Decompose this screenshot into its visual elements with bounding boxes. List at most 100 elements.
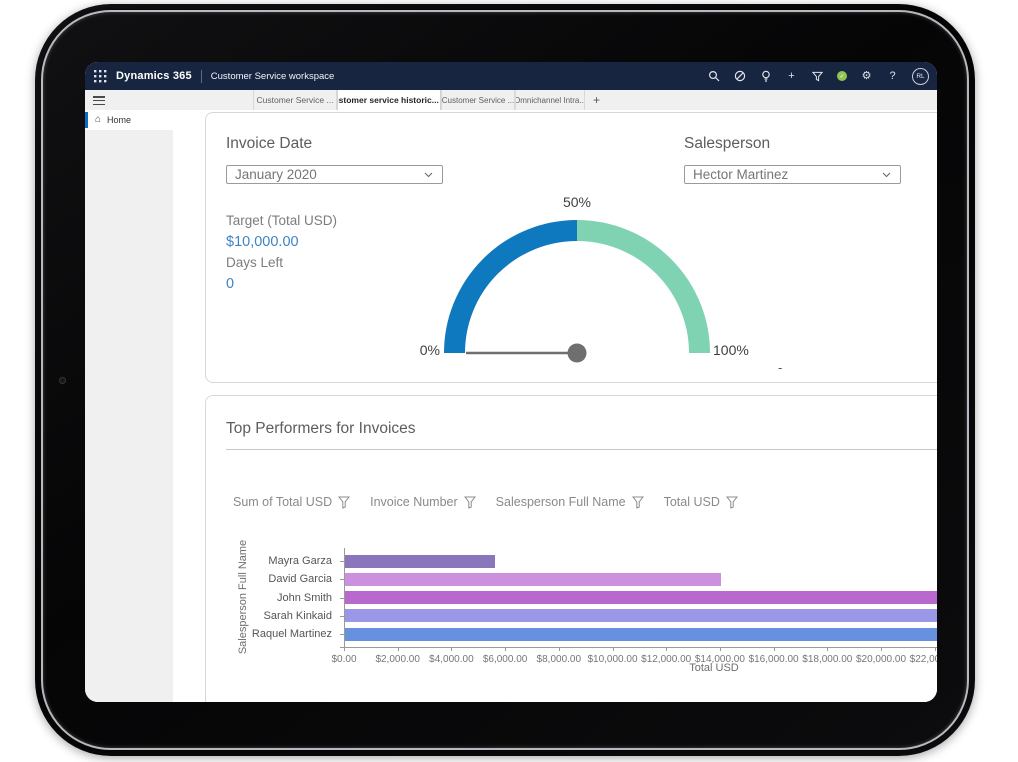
tab-strip: Customer Service ... Customer service hi… (85, 90, 937, 110)
funnel-icon[interactable] (725, 496, 738, 509)
chip-label: Salesperson Full Name (495, 495, 626, 509)
gauge-chart (444, 220, 710, 363)
gauge-needle-hub[interactable] (567, 343, 587, 363)
add-icon[interactable]: + (788, 69, 795, 82)
x-axis-tick-label: $4,000.00 (429, 654, 474, 665)
x-axis-tick-label: $10,000.00 (587, 654, 638, 665)
tab-label: Customer service historic... (337, 95, 439, 105)
main-content: Invoice Date January 2020 Salesperson He… (173, 110, 937, 702)
x-axis-tick-label: $6,000.00 (482, 654, 528, 665)
chip-invoice-number[interactable]: Invoice Number (370, 495, 476, 509)
x-axis-tick-label: $14,000.00 (694, 654, 745, 665)
funnel-icon[interactable] (631, 496, 644, 509)
gauge-footnote-dash: - (778, 360, 783, 375)
navbar-actions: + ✓ ⚙ ? RL (707, 62, 929, 90)
bar-chart-x-axis-title: Total USD (689, 662, 739, 674)
salesperson-value: Hector Martinez (693, 167, 789, 182)
screen: Dynamics 365 Customer Service workspace (85, 62, 937, 702)
brand-title[interactable]: Dynamics 365 (116, 70, 192, 82)
sidebar: ⌂ Home (85, 110, 173, 702)
y-axis-tick (340, 579, 344, 581)
x-axis-tick (934, 647, 936, 651)
tab-customer-service-1[interactable]: Customer Service ... (253, 90, 337, 110)
chip-sum-of-total-usd[interactable]: Sum of Total USD (233, 495, 351, 509)
salesperson-label: Salesperson (684, 135, 771, 152)
gauge-arc-low (444, 220, 578, 354)
bar-category-label: Mayra Garza (268, 555, 332, 567)
tab-label: Omnichannel Intra... (515, 95, 585, 105)
salesperson-dropdown[interactable]: Hector Martinez (684, 165, 901, 184)
new-tab-button[interactable]: + (593, 93, 601, 107)
tablet-frame: Dynamics 365 Customer Service workspace (35, 4, 975, 756)
search-icon[interactable] (707, 70, 720, 83)
navbar-divider (200, 69, 202, 83)
bar-sarah-kinkaid[interactable] (345, 609, 937, 623)
x-axis-tick-label: $18,000.00 (802, 654, 853, 665)
y-axis-tick (340, 561, 344, 562)
sales-gauge-card: Invoice Date January 2020 Salesperson He… (205, 112, 937, 383)
x-axis-tick-label: $22,000.00 (909, 654, 937, 665)
bar-category-label: Sarah Kinkaid (263, 609, 333, 622)
target-label: Target (Total USD) (226, 213, 338, 228)
top-performers-title: Top Performers for Invoices (226, 420, 416, 437)
filter-icon[interactable] (811, 70, 824, 83)
tab-customer-service-historical[interactable]: Customer service historic... × (337, 90, 441, 110)
bar-chart-plot: $0.00 $2,000.00 $4,000.00 $6,000.00 $8,000.0… (331, 548, 937, 665)
x-axis-tick (719, 647, 721, 651)
bar-john-smith[interactable] (345, 591, 937, 604)
chip-label: Sum of Total USD (233, 495, 333, 509)
section-divider (226, 449, 937, 450)
gauge-arc-high (576, 220, 710, 354)
bar-category-label: David Garcia (268, 573, 332, 586)
y-axis-line (344, 548, 345, 648)
lightbulb-icon[interactable] (759, 70, 772, 83)
x-axis-tick-label: $2,000.00 (375, 654, 420, 665)
funnel-icon[interactable] (338, 496, 351, 509)
tablet-bezel-highlight (41, 10, 969, 750)
chip-salesperson-full-name[interactable]: Salesperson Full Name (496, 495, 644, 509)
help-icon[interactable]: ? (889, 69, 896, 82)
bar-mayra-garza[interactable] (345, 554, 496, 568)
settings-gear-icon[interactable]: ⚙ (861, 69, 872, 82)
x-axis-tick (827, 647, 829, 651)
x-axis-tick-label: $8,000.00 (536, 654, 582, 665)
invoice-date-label: Invoice Date (226, 135, 313, 152)
tab-label: Customer Service ... (441, 95, 515, 105)
bar-david-garcia[interactable] (345, 572, 721, 586)
x-axis-tick-label: $12,000.00 (641, 654, 692, 665)
tab-label: Customer Service ... (256, 95, 334, 105)
avatar[interactable]: RL (912, 67, 929, 85)
chip-total-usd[interactable]: Total USD (664, 495, 738, 509)
hamburger-menu-icon[interactable] (93, 96, 105, 105)
tab-omnichannel[interactable]: Omnichannel Intra... (515, 90, 585, 110)
filter-chip-row: Sum of Total USD Invoice Number Salesper… (233, 495, 738, 509)
home-icon: ⌂ (95, 114, 102, 125)
top-performers-card: Top Performers for Invoices Sum of Total… (205, 395, 937, 702)
bar-category-labels: Mayra Garza David Garcia John Smith Sarah K… (206, 548, 338, 647)
x-axis-tick (451, 647, 453, 651)
invoice-date-dropdown[interactable]: January 2020 (226, 165, 443, 184)
chevron-down-icon (424, 172, 433, 177)
chip-label: Invoice Number (370, 495, 458, 509)
funnel-icon[interactable] (463, 496, 476, 509)
workspace-title[interactable]: Customer Service workspace (210, 70, 335, 82)
app-launcher-icon[interactable] (94, 69, 107, 83)
bar-category-label: John Smith (276, 591, 332, 604)
tab-customer-service-2[interactable]: Customer Service ... (441, 90, 515, 110)
target-value: $10,000.00 (226, 234, 299, 250)
chevron-down-icon (882, 172, 891, 177)
bar-raquel-martinez[interactable] (345, 627, 937, 641)
days-left-label: Days Left (226, 255, 284, 270)
x-axis-tick (612, 647, 614, 651)
chip-label: Total USD (663, 495, 720, 509)
y-axis-tick (340, 597, 344, 599)
presence-status-icon[interactable]: ✓ (837, 71, 847, 81)
x-axis-tick (773, 647, 775, 651)
x-axis-tick (344, 647, 345, 651)
sidebar-item-label: Home (107, 115, 132, 125)
compass-icon[interactable] (733, 70, 746, 83)
x-axis-tick-label: $16,000.00 (748, 654, 799, 665)
sidebar-item-home[interactable]: ⌂ Home (85, 110, 173, 130)
y-axis-tick (340, 634, 344, 635)
